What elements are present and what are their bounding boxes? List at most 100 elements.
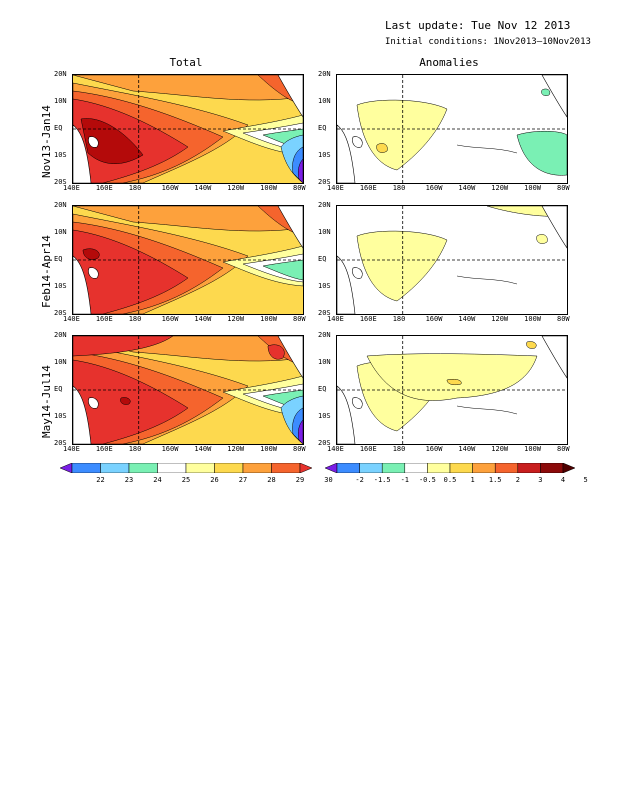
y-tick-label-20N: 20N [54,201,67,209]
total-map-panel-1 [72,74,304,184]
y-tick-label-20S: 20S [54,309,67,317]
anomaly-colorbar-color-9 [517,463,541,473]
y-tick-label-20N: 20N [54,331,67,339]
total-colorbar-label-7: 29 [295,476,305,484]
anomaly-colorbar-label-3: -0.5 [418,476,436,484]
anomaly-map-panel-2 [336,205,568,315]
row-label-2: Feb14-Apr14 [40,235,53,308]
y-tick-label-EQ: EQ [54,124,63,132]
y-tick-label-10N: 10N [54,97,67,105]
y-tick-label-10S: 10S [318,282,331,290]
total-colorbar-label-1: 23 [124,476,134,484]
anomaly-colorbar-color-6 [449,463,473,473]
anomaly-colorbar-label-2: -1 [400,476,410,484]
x-tick-label-160W: 160W [425,445,443,453]
x-tick-label-140W: 140W [458,315,476,323]
anomaly-colorbar-color-8 [494,463,519,473]
anomaly-colorbar [325,463,575,473]
x-tick-label-80W: 80W [293,184,306,192]
anomaly-colorbar-label-4: 0.5 [443,476,457,484]
x-tick-label-140W: 140W [458,445,476,453]
x-tick-label-100W: 100W [260,315,277,323]
y-tick-label-20S: 20S [54,178,67,186]
x-tick-label-140E: 140E [327,184,344,192]
x-tick-label-120W: 120W [227,445,245,453]
x-tick-label-180: 180 [392,184,406,192]
y-tick-label-EQ: EQ [54,255,63,263]
anomaly-colorbar-color-3 [381,463,406,473]
row-label-3: May14-Jul14 [40,365,53,438]
x-tick-label-100W: 100W [260,184,277,192]
x-tick-label-180: 180 [392,315,406,323]
column-title-total: Total [169,56,203,69]
y-tick-label-EQ: EQ [318,255,327,263]
y-tick-label-20S: 20S [54,439,67,447]
land-outline [73,336,303,444]
total-map-panel-3 [72,335,304,445]
x-tick-label-160W: 160W [161,315,179,323]
total-colorbar-color-1 [71,463,101,473]
land-outline [337,336,567,444]
x-tick-label-80W: 80W [557,445,570,453]
y-tick-label-10N: 10N [318,358,331,366]
total-colorbar-label-0: 22 [96,476,105,484]
x-tick-label-160E: 160E [359,445,377,453]
anomaly-field [356,341,538,432]
x-tick-label-120W: 120W [491,445,509,453]
total-colorbar-color-0 [60,463,73,473]
total-colorbar-label-3: 25 [181,476,191,484]
land-outline [337,206,567,314]
x-tick-label-140W: 140W [194,315,212,323]
x-tick-label-120W: 120W [227,184,245,192]
column-title-anomalies: Anomalies [419,56,479,69]
x-tick-label-180: 180 [128,184,142,192]
land-outline [73,206,303,314]
total-colorbar-color-9 [299,463,312,473]
sst-field [73,336,303,444]
y-tick-label-20N: 20N [318,201,331,209]
y-tick-label-10S: 10S [54,282,67,290]
x-tick-label-80W: 80W [293,445,306,453]
anomaly-map-panel-3 [336,335,568,445]
anomaly-colorbar-label-6: 1.5 [488,476,502,484]
anomaly-colorbar-label-7: 2 [515,476,520,484]
total-colorbar-label-4: 26 [210,476,219,484]
total-colorbar-color-5 [185,463,215,473]
y-tick-label-10N: 10N [318,228,331,236]
x-tick-label-140E: 140E [327,315,344,323]
anomaly-colorbar-label-5: 1 [470,476,475,484]
x-tick-label-100W: 100W [260,445,277,453]
row-label-1: Nov13-Jan14 [40,105,53,178]
x-tick-label-140W: 140W [194,445,212,453]
y-tick-label-10N: 10N [54,228,67,236]
x-tick-label-120W: 120W [491,184,509,192]
x-tick-label-180: 180 [392,445,406,453]
land-outline [337,75,567,183]
total-colorbar-color-4 [157,463,187,473]
y-tick-label-10S: 10S [54,412,67,420]
x-tick-label-160E: 160E [359,315,377,323]
y-tick-label-20N: 20N [318,70,331,78]
y-tick-label-10S: 10S [318,412,331,420]
total-colorbar-label-6: 28 [267,476,276,484]
anomaly-field [356,88,567,176]
y-tick-label-20S: 20S [318,309,331,317]
x-tick-label-140W: 140W [194,184,212,192]
total-colorbar-color-7 [242,463,272,473]
anomaly-colorbar-color-7 [472,463,496,473]
anomaly-colorbar-label-8: 3 [538,476,543,484]
total-colorbar-color-3 [128,463,158,473]
anomaly-colorbar-color-11 [562,463,575,473]
y-tick-label-10N: 10N [318,97,331,105]
x-tick-label-140E: 140E [63,184,80,192]
x-tick-label-140E: 140E [327,445,344,453]
anomaly-colorbar-color-4 [404,463,428,473]
x-tick-label-80W: 80W [557,315,570,323]
x-tick-label-100W: 100W [524,184,541,192]
total-colorbar-color-8 [271,463,301,473]
anomaly-colorbar-label-10: 5 [583,476,588,484]
sst-field [73,75,303,183]
anomaly-colorbar-label-0: -2 [355,476,364,484]
x-tick-label-160E: 160E [359,184,377,192]
x-tick-label-80W: 80W [293,315,306,323]
